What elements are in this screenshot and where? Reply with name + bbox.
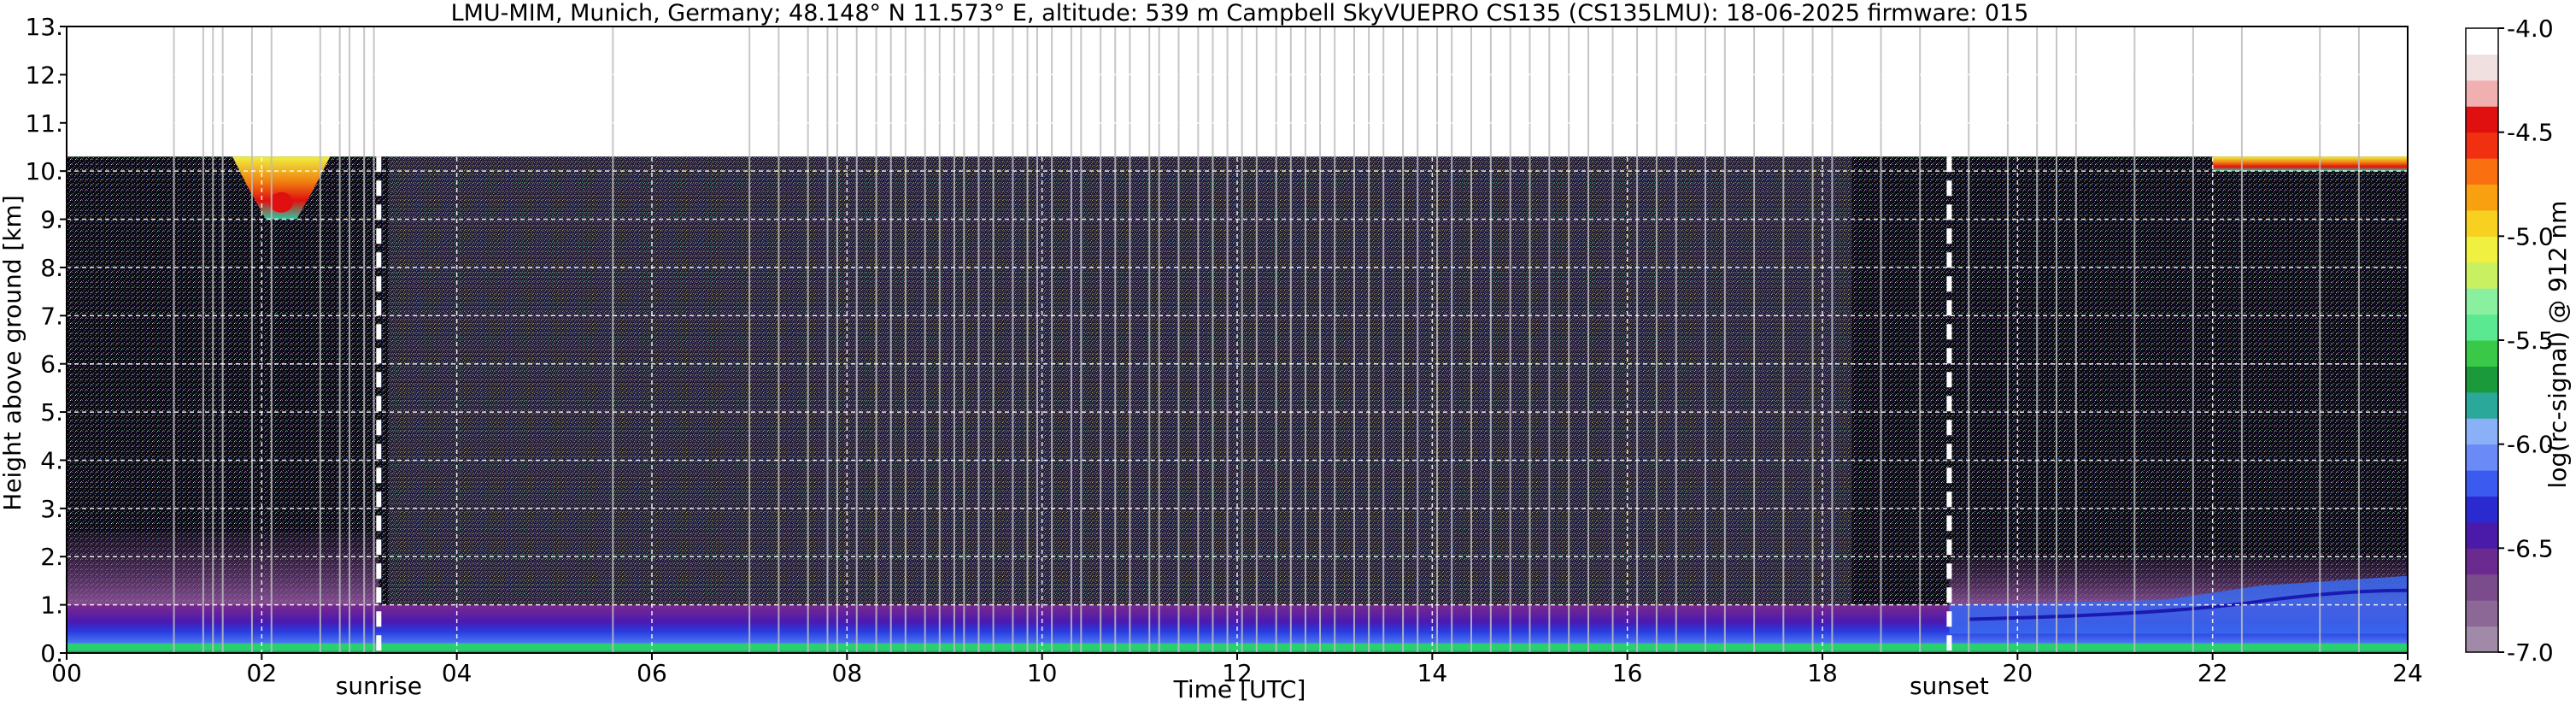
- colorbar-segment: [2466, 184, 2498, 211]
- colorbar-segment: [2466, 288, 2498, 315]
- colorbar-segment: [2466, 132, 2498, 159]
- x-tick-label: 22: [2198, 659, 2228, 687]
- colorbar-segment: [2466, 548, 2498, 575]
- evening-boundary-layer: [1949, 575, 2408, 634]
- x-tick-label: 12: [1222, 659, 1253, 687]
- colorbar-segment: [2466, 574, 2498, 601]
- colorbar-tick-label: -5.0: [2507, 222, 2554, 250]
- colorbar-segment: [2466, 600, 2498, 627]
- x-tick-label: 18: [1807, 659, 1838, 687]
- daytime-noise-region: [388, 156, 1852, 653]
- colorbar-segment: [2466, 418, 2498, 445]
- chart-title: LMU-MIM, Munich, Germany; 48.148° N 11.5…: [451, 0, 2029, 26]
- x-tick-label: 06: [637, 659, 667, 687]
- x-axis-label: Time [UTC]: [1173, 675, 1306, 703]
- colorbar-segment: [2466, 314, 2498, 341]
- high-cloud-feature: [232, 156, 331, 220]
- colorbar: -4.0 -4.5 -5.0 -5.5 -6.0 -6.5 -7.0: [2465, 15, 2554, 667]
- colorbar-label: log(rc-signal) @ 912 nm: [2544, 201, 2572, 489]
- y-tick-label: 7.: [40, 302, 63, 330]
- y-tick-label: 4.: [40, 446, 63, 474]
- colorbar-segment: [2466, 106, 2498, 133]
- colorbar-segment: [2466, 209, 2498, 237]
- colorbar-tick-label: -7.0: [2507, 638, 2554, 667]
- colorbar-tick-label: -6.0: [2507, 431, 2554, 459]
- y-axis-label: Height above ground [km]: [0, 195, 26, 511]
- colorbar-segment: [2466, 444, 2498, 471]
- sunset-label: sunset: [1910, 672, 1989, 700]
- y-tick-label: 12.: [25, 61, 63, 89]
- colorbar-segment: [2466, 262, 2498, 289]
- x-tick-label: 02: [247, 659, 278, 687]
- y-tick-label: 0.: [40, 639, 63, 668]
- y-tick-label: 10.: [25, 157, 63, 185]
- y-tick-label: 11.: [25, 109, 63, 138]
- x-tick-label: 24: [2392, 659, 2423, 687]
- colorbar-segment: [2466, 54, 2498, 81]
- axes: 00 02 04 06 08 10 12 14 16 18 20 22 24 0. 1. 2. 3. 4. 5. 6.…: [25, 13, 2422, 687]
- y-tick-label: 3.: [40, 495, 63, 523]
- annotations: sunrise sunset: [336, 156, 1989, 700]
- colorbar-segment: [2466, 470, 2498, 497]
- x-tick-label: 10: [1027, 659, 1058, 687]
- y-tick-label: 2.: [40, 543, 63, 571]
- near-ground-signal: [67, 643, 2408, 651]
- colorbar-segment: [2466, 496, 2498, 523]
- x-tick-label: 08: [832, 659, 863, 687]
- colorbar-segment: [2466, 521, 2498, 549]
- cloud-core: [269, 191, 294, 213]
- colorbar-segment: [2466, 79, 2498, 107]
- colorbar-segment: [2466, 626, 2498, 653]
- colorbar-segment: [2466, 391, 2498, 419]
- colorbar-tick-label: -6.5: [2507, 534, 2554, 562]
- colorbar-tick-label: -4.5: [2507, 119, 2554, 147]
- x-tick-label: 14: [1417, 659, 1448, 687]
- colorbar-segment: [2466, 158, 2498, 185]
- colorbar-segment: [2466, 340, 2498, 367]
- x-tick-label: 20: [2003, 659, 2033, 687]
- colorbar-tick-label: -4.0: [2507, 15, 2554, 43]
- x-tick-label: 16: [1612, 659, 1643, 687]
- x-tick-label: 00: [51, 659, 82, 687]
- colorbar-tick-label: -5.5: [2507, 327, 2554, 355]
- x-tick-label: 04: [442, 659, 472, 687]
- y-tick-label: 8.: [40, 254, 63, 282]
- y-tick-label: 9.: [40, 206, 63, 234]
- colorbar-segment: [2466, 28, 2498, 55]
- sunrise-label: sunrise: [336, 672, 422, 700]
- y-tick-label: 6.: [40, 350, 63, 379]
- y-tick-label: 1.: [40, 591, 63, 620]
- y-tick-label: 13.: [25, 13, 63, 41]
- colorbar-segment: [2466, 366, 2498, 393]
- y-tick-label: 5.: [40, 398, 63, 427]
- colorbar-segment: [2466, 236, 2498, 263]
